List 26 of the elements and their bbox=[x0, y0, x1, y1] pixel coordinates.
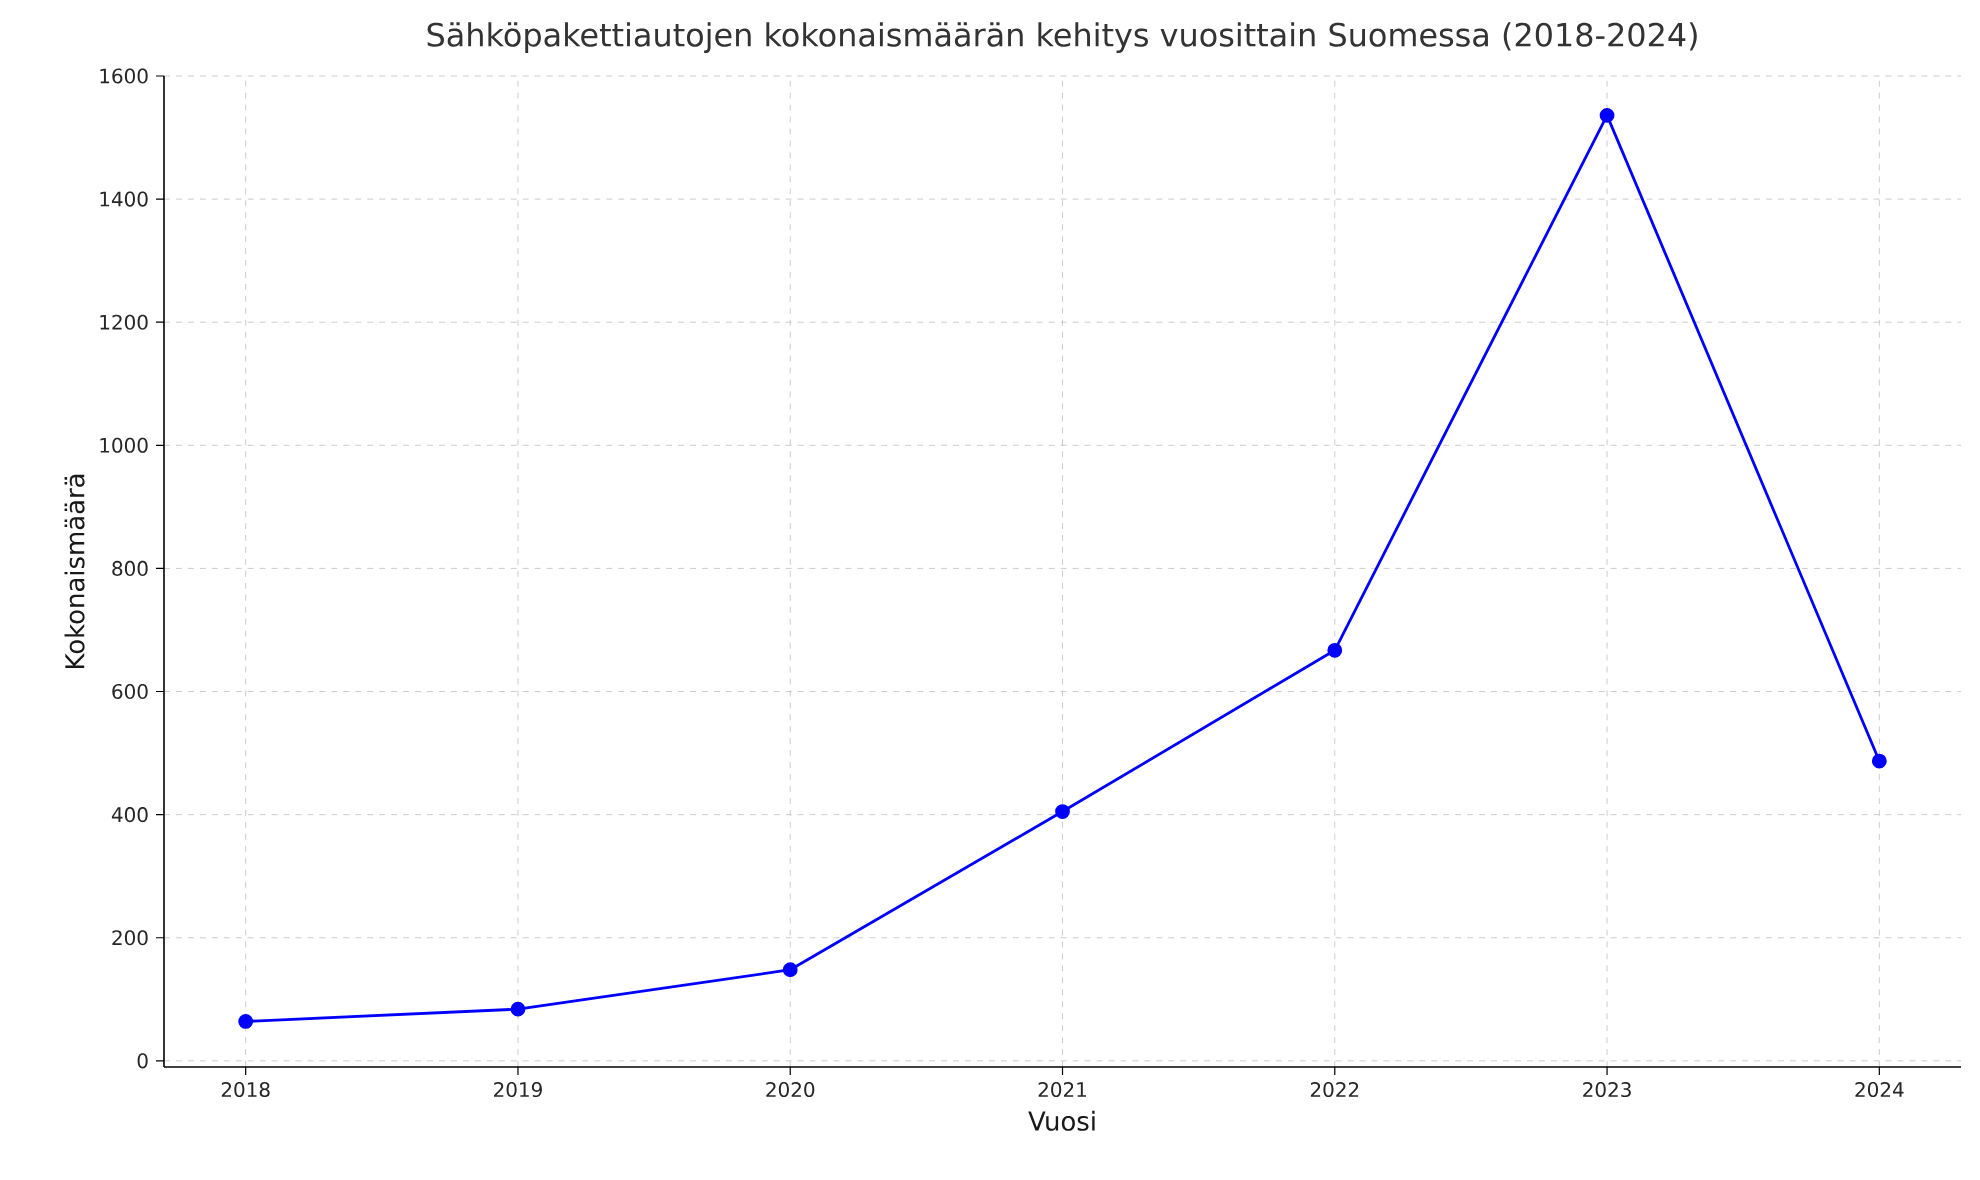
y-tick-label: 1600 bbox=[100, 68, 148, 84]
y-tick-label: 200 bbox=[112, 930, 148, 946]
x-tick-label: 2023 bbox=[1583, 1082, 1631, 1098]
point bbox=[510, 1001, 526, 1017]
point bbox=[1599, 107, 1615, 123]
x-tick-label: 2020 bbox=[766, 1082, 815, 1098]
point bbox=[1871, 753, 1887, 769]
point bbox=[782, 962, 798, 978]
chart-title: Sähköpakettiautojen kokonaismäärän kehitys vuosittain Suomessa (2018-2024) bbox=[427, 22, 1697, 53]
y-tick-label: 1400 bbox=[100, 191, 148, 207]
y-tick-label: 600 bbox=[112, 683, 148, 700]
x-tick-label: 2024 bbox=[1855, 1082, 1904, 1098]
y-tick-label: 0 bbox=[137, 1053, 148, 1069]
y-tick-label: 400 bbox=[111, 807, 148, 823]
x-tick-label: 2022 bbox=[1310, 1082, 1359, 1098]
point bbox=[1055, 804, 1070, 819]
y-tick-label: 800 bbox=[112, 560, 148, 576]
y-tick-label: 1000 bbox=[100, 437, 148, 453]
x-axis-title: Vuosi bbox=[1028, 1110, 1095, 1131]
x-tick-label: 2019 bbox=[494, 1082, 542, 1098]
y-axis-title: Kokonaismäärä bbox=[64, 474, 85, 668]
point bbox=[238, 1014, 254, 1029]
y-tick-label: 1200 bbox=[100, 314, 148, 330]
x-tick-label: 2018 bbox=[221, 1082, 270, 1098]
x-tick-label: 2021 bbox=[1038, 1082, 1087, 1098]
point bbox=[1327, 642, 1343, 658]
